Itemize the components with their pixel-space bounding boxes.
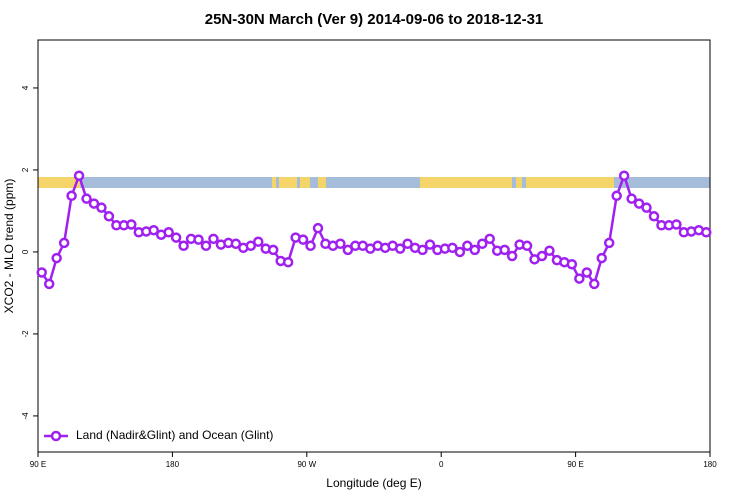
land-strip: [516, 177, 522, 188]
data-point: [66, 190, 77, 202]
data-point: [499, 244, 510, 256]
land-ocean-strip: [38, 177, 710, 188]
data-point: [163, 227, 174, 238]
x-tick-label: 90 E: [30, 460, 46, 469]
data-point: [200, 240, 212, 252]
y-tick-label: 2: [21, 167, 30, 172]
data-point: [126, 219, 137, 230]
data-point: [297, 234, 309, 245]
y-tick-label: -4: [21, 412, 30, 420]
legend-marker: [50, 430, 62, 442]
x-axis-label: Longitude (deg E): [326, 476, 421, 490]
data-point: [626, 193, 637, 204]
x-tick-label: 180: [166, 460, 180, 469]
data-point: [73, 170, 85, 181]
data-point: [148, 224, 159, 236]
x-tick-label: 0: [439, 460, 444, 469]
data-point: [641, 202, 652, 213]
data-point: [581, 267, 593, 278]
data-point: [417, 244, 428, 256]
data-point: [484, 233, 495, 245]
data-point: [335, 238, 346, 249]
data-point: [633, 198, 645, 209]
data-point: [208, 233, 219, 245]
data-point: [454, 246, 466, 258]
data-point: [469, 244, 481, 256]
data-point: [701, 227, 712, 238]
y-tick-label: -2: [21, 330, 30, 338]
x-tick-label: 180: [703, 460, 717, 469]
data-point: [305, 240, 316, 252]
data-point: [618, 170, 630, 181]
land-strip: [300, 177, 310, 188]
data-point: [477, 238, 488, 249]
data-point: [51, 252, 62, 264]
data-point: [253, 236, 264, 247]
y-axis-label: XCO2 - MLO trend (ppm): [2, 179, 16, 314]
ocean-strip: [38, 177, 710, 188]
legend-label: Land (Nadir&Glint) and Ocean (Glint): [76, 428, 273, 442]
data-point: [193, 234, 204, 245]
land-strip: [420, 177, 512, 188]
data-point: [424, 239, 436, 250]
land-strip: [38, 177, 80, 188]
land-strip: [318, 177, 326, 188]
data-point: [103, 211, 115, 222]
data-point: [178, 240, 189, 252]
data-point: [88, 198, 100, 209]
chart-title: 25N-30N March (Ver 9) 2014-09-06 to 2018…: [205, 11, 544, 28]
x-tick-label: 90 E: [567, 460, 583, 469]
data-point: [589, 278, 600, 290]
land-strip: [279, 177, 297, 188]
data-point: [544, 245, 555, 256]
data-point: [462, 240, 473, 252]
data-point: [394, 243, 406, 254]
data-point: [230, 238, 242, 249]
data-point: [96, 202, 107, 213]
data-point: [447, 242, 458, 254]
data-point: [574, 273, 585, 284]
data-point: [245, 240, 257, 252]
data-point: [611, 190, 622, 202]
data-point: [648, 211, 660, 222]
data-point: [536, 250, 548, 262]
data-point: [282, 256, 294, 268]
data-point: [402, 238, 413, 249]
data-point: [36, 267, 47, 278]
data-point: [58, 237, 70, 249]
data-point: [521, 240, 533, 252]
data-point: [506, 250, 518, 262]
land-strip: [526, 177, 614, 188]
data-point: [566, 258, 578, 270]
data-point: [671, 219, 682, 230]
plot-frame: [37, 39, 711, 453]
y-tick-label: 4: [21, 85, 30, 90]
x-tick-label: 90 W: [297, 460, 316, 469]
y-tick-label: 0: [21, 249, 30, 254]
land-strip: [272, 177, 276, 188]
data-point: [312, 222, 324, 234]
data-point: [596, 252, 607, 264]
data-point: [81, 193, 92, 204]
data-point: [267, 244, 279, 256]
data-point: [342, 244, 354, 256]
data-point: [603, 237, 615, 249]
data-point: [43, 278, 55, 290]
data-point: [170, 232, 182, 243]
